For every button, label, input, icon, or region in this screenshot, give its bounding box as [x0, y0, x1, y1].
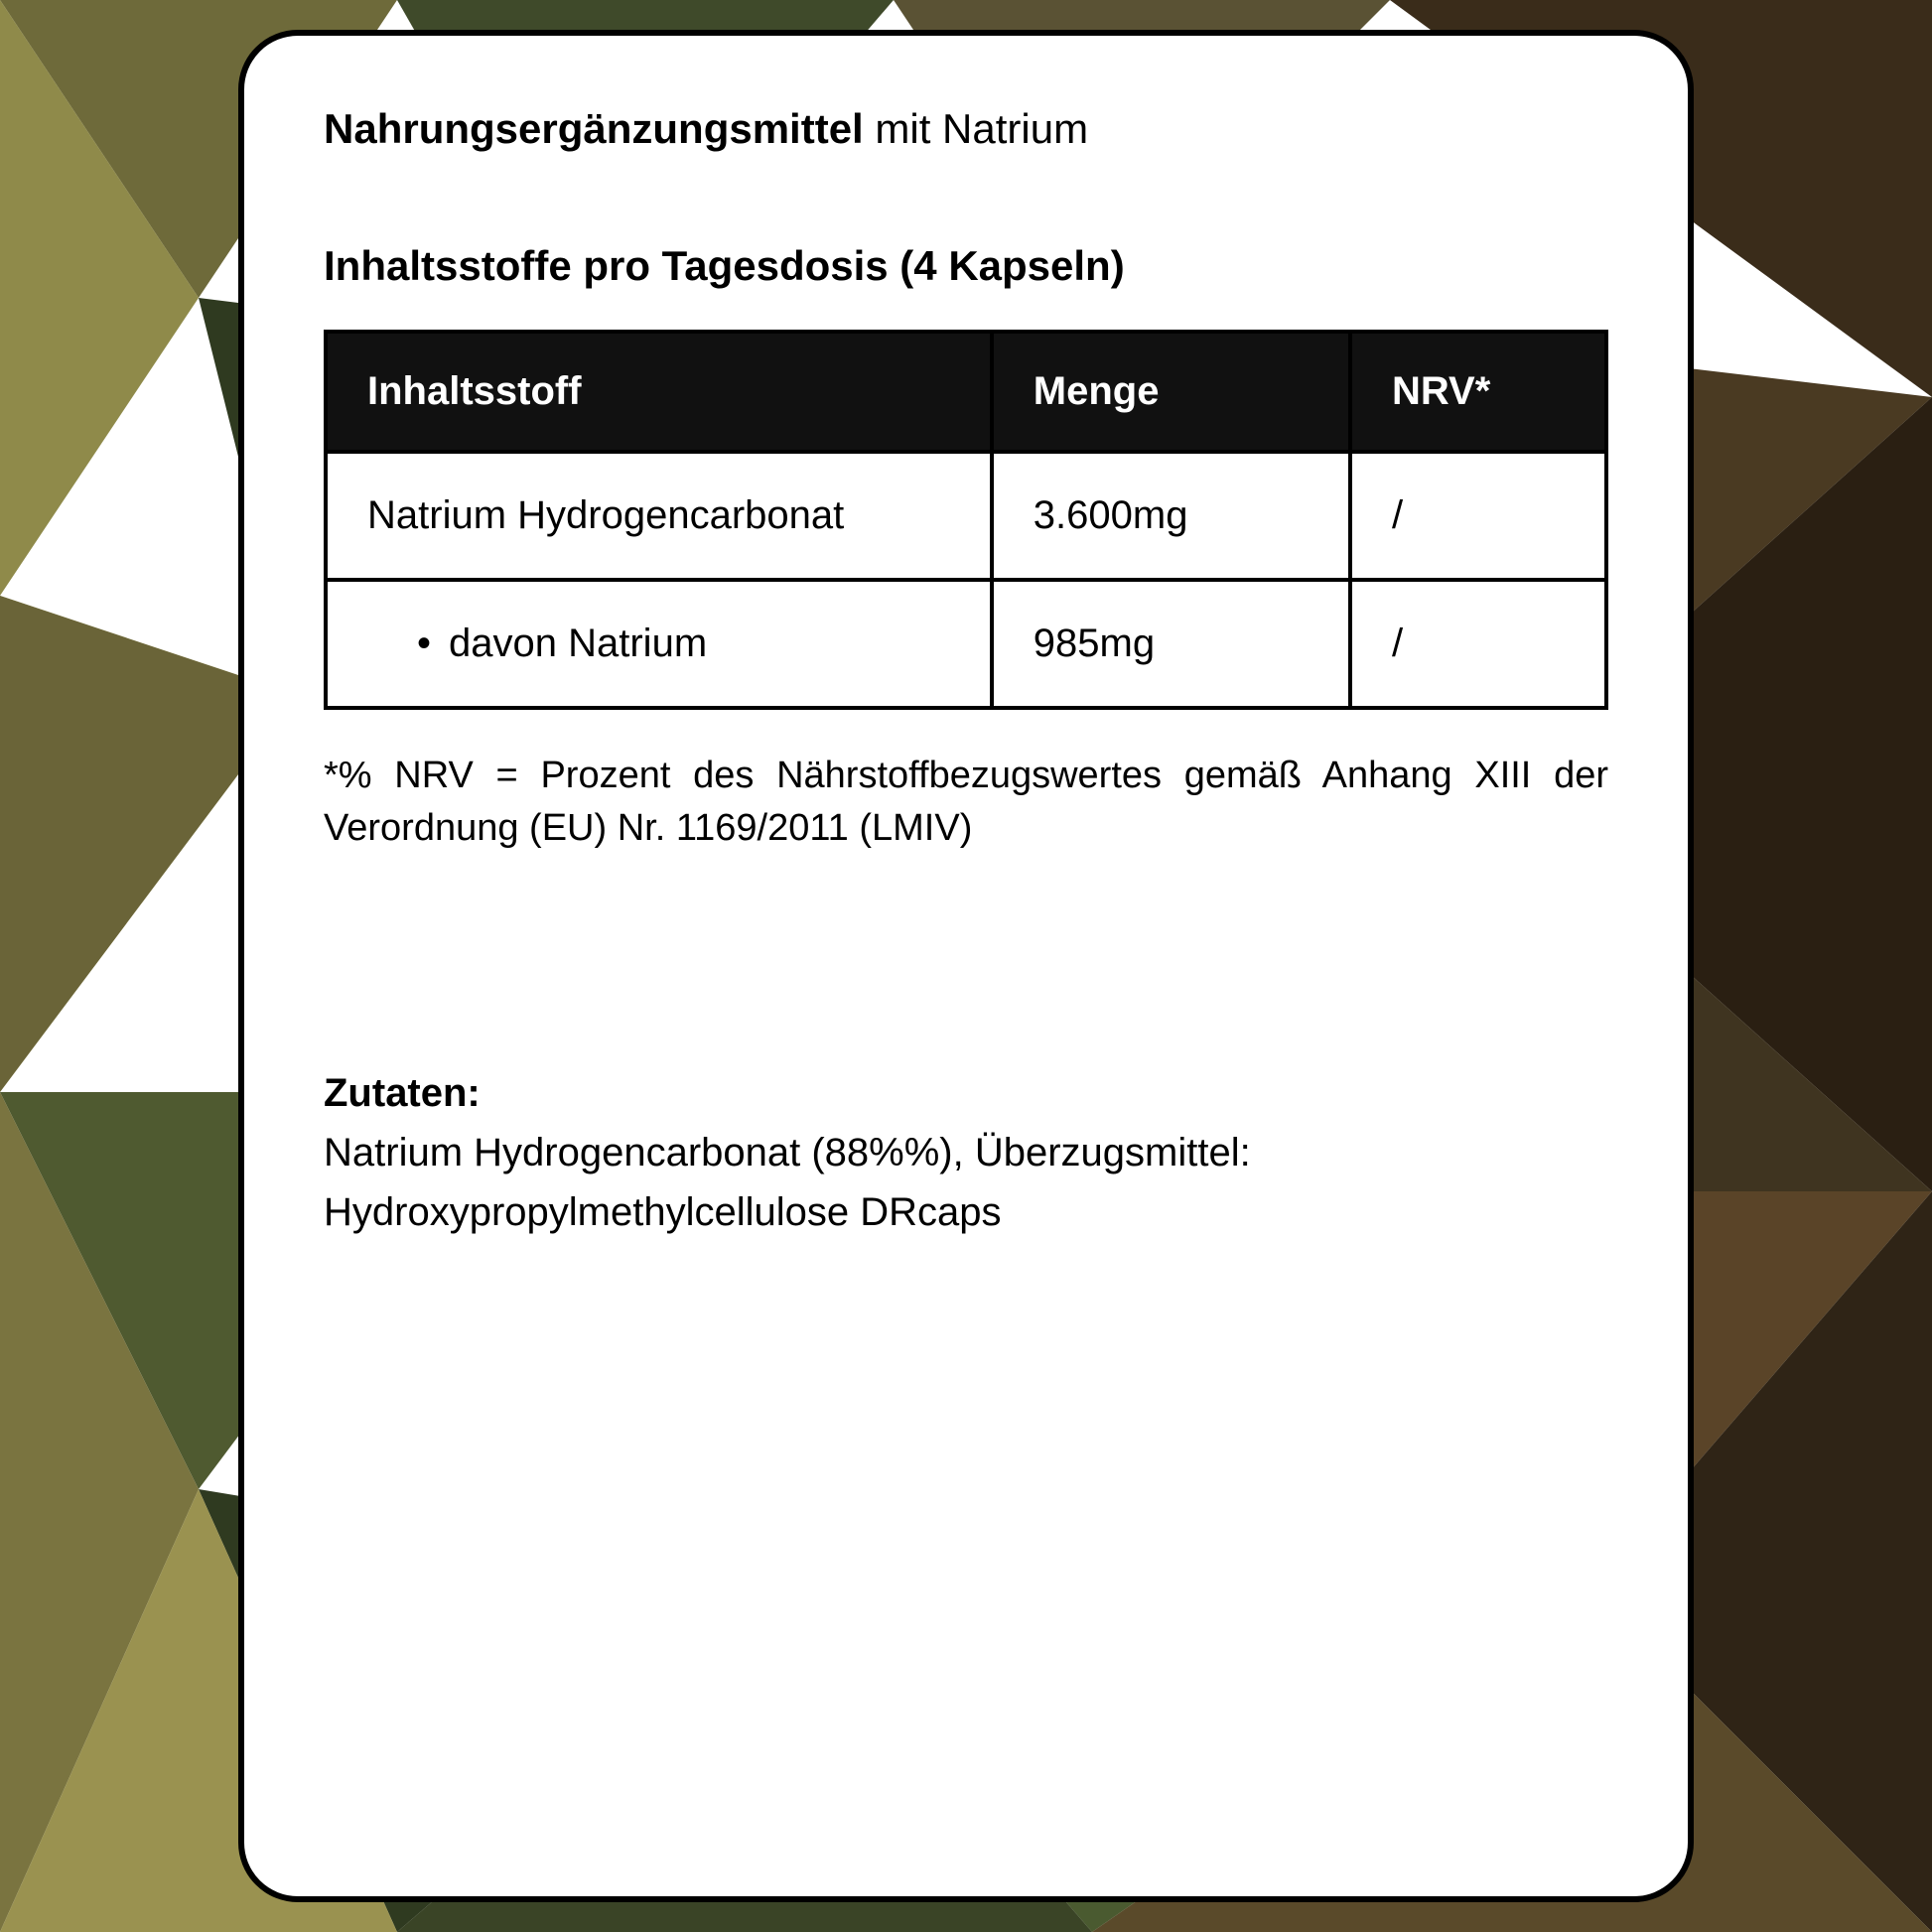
cell-ingredient: davon Natrium [326, 580, 992, 708]
product-title-rest: mit Natrium [864, 105, 1088, 152]
table-header-row: Inhaltsstoff Menge NRV* [326, 332, 1606, 452]
zutaten-text: Natrium Hydrogencarbonat (88%%), Überzug… [324, 1123, 1608, 1242]
camo-background: Nahrungsergänzungsmittel mit Natrium Inh… [0, 0, 1932, 1932]
cell-amount: 985mg [992, 580, 1350, 708]
table-title: Inhaltsstoffe pro Tagesdosis (4 Kapseln) [324, 242, 1608, 290]
table-row: davon Natrium985mg/ [326, 580, 1606, 708]
nrv-footnote: *% NRV = Prozent des Nährstoffbezugswert… [324, 750, 1608, 855]
th-ingredient: Inhaltsstoff [326, 332, 992, 452]
cell-nrv: / [1350, 580, 1606, 708]
table-row: Natrium Hydrogencarbonat3.600mg/ [326, 452, 1606, 580]
cell-ingredient: Natrium Hydrogencarbonat [326, 452, 992, 580]
zutaten-label: Zutaten: [324, 1063, 1608, 1123]
th-amount: Menge [992, 332, 1350, 452]
th-nrv: NRV* [1350, 332, 1606, 452]
product-title-bold: Nahrungsergänzungsmittel [324, 105, 864, 152]
cell-amount: 3.600mg [992, 452, 1350, 580]
product-title-line: Nahrungsergänzungsmittel mit Natrium [324, 105, 1608, 153]
nutrition-card: Nahrungsergänzungsmittel mit Natrium Inh… [238, 30, 1694, 1902]
zutaten-block: Zutaten: Natrium Hydrogencarbonat (88%%)… [324, 1063, 1608, 1242]
ingredients-table: Inhaltsstoff Menge NRV* Natrium Hydrogen… [324, 330, 1608, 710]
cell-nrv: / [1350, 452, 1606, 580]
